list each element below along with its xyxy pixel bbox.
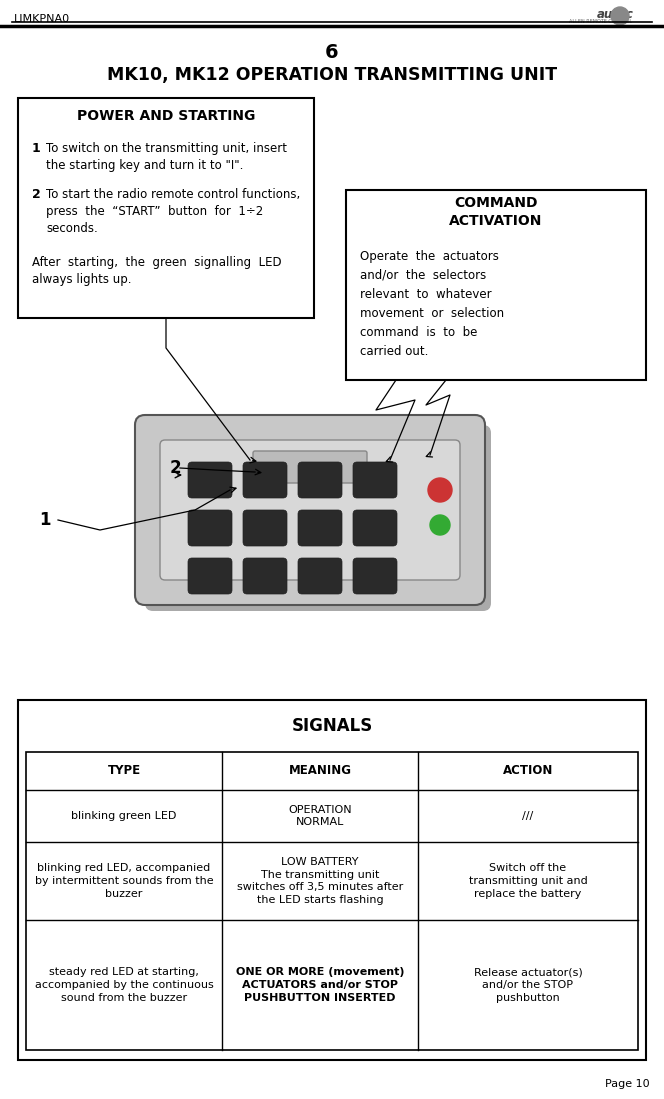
Text: relevant  to  whatever: relevant to whatever [360,288,491,301]
Text: carried out.: carried out. [360,345,428,358]
Bar [346,190,646,380]
Circle shape [611,7,629,25]
Text: LIMKPNA0: LIMKPNA0 [14,14,70,24]
Text: autec: autec [597,8,634,21]
FancyBboxPatch shape [160,440,460,580]
Text: OPERATION
NORMAL: OPERATION NORMAL [288,804,352,828]
Text: 2: 2 [169,459,181,477]
Text: To start the radio remote control functions,
press  the  “START”  button  for  1: To start the radio remote control functi… [46,188,300,235]
FancyBboxPatch shape [298,462,342,498]
Text: ALLEN REMOTE CONTROL: ALLEN REMOTE CONTROL [569,19,632,24]
FancyBboxPatch shape [135,415,485,606]
FancyBboxPatch shape [243,558,287,593]
FancyBboxPatch shape [188,558,232,593]
Text: movement  or  selection: movement or selection [360,307,504,320]
Text: To switch on the transmitting unit, insert
the starting key and turn it to "I".: To switch on the transmitting unit, inse… [46,142,287,173]
FancyBboxPatch shape [253,451,367,482]
Text: LOW BATTERY
The transmitting unit
switches off 3,5 minutes after
the LED starts : LOW BATTERY The transmitting unit switch… [237,857,403,906]
Text: blinking red LED, accompanied
by intermittent sounds from the
buzzer: blinking red LED, accompanied by intermi… [35,863,213,899]
FancyBboxPatch shape [188,462,232,498]
Bar [26,752,638,1050]
Bar [18,98,314,318]
Text: TYPE: TYPE [108,765,141,777]
Text: POWER AND STARTING: POWER AND STARTING [77,109,255,123]
Text: ONE OR MORE (movement)
ACTUATORS and/or STOP
PUSHBUTTON INSERTED: ONE OR MORE (movement) ACTUATORS and/or … [236,967,404,1002]
FancyBboxPatch shape [145,425,491,611]
Text: Operate  the  actuators: Operate the actuators [360,249,499,263]
FancyBboxPatch shape [298,558,342,593]
FancyBboxPatch shape [353,558,397,593]
Text: ACTION: ACTION [503,765,553,777]
Text: command  is  to  be: command is to be [360,326,477,338]
Text: SIGNALS: SIGNALS [291,717,373,735]
Text: 1: 1 [39,511,50,529]
FancyBboxPatch shape [243,462,287,498]
Circle shape [430,515,450,535]
Text: 2: 2 [32,188,41,201]
Bar [18,700,646,1061]
Text: MK10, MK12 OPERATION TRANSMITTING UNIT: MK10, MK12 OPERATION TRANSMITTING UNIT [107,66,557,84]
Text: 1: 1 [32,142,41,155]
Text: COMMAND
ACTIVATION: COMMAND ACTIVATION [450,197,542,227]
Text: After  starting,  the  green  signalling  LED
always lights up.: After starting, the green signalling LED… [32,256,282,286]
Text: Release actuator(s)
and/or the STOP
pushbutton: Release actuator(s) and/or the STOP push… [473,967,582,1002]
FancyBboxPatch shape [188,510,232,546]
Text: blinking green LED: blinking green LED [71,811,177,821]
FancyBboxPatch shape [243,510,287,546]
Text: ///: /// [523,811,534,821]
FancyBboxPatch shape [353,510,397,546]
Text: Switch off the
transmitting unit and
replace the battery: Switch off the transmitting unit and rep… [469,863,588,899]
Text: MEANING: MEANING [288,765,351,777]
FancyBboxPatch shape [298,510,342,546]
Text: Page 10: Page 10 [606,1079,650,1089]
Text: and/or  the  selectors: and/or the selectors [360,269,486,282]
FancyBboxPatch shape [353,462,397,498]
Circle shape [428,478,452,502]
Text: 6: 6 [325,43,339,62]
Text: steady red LED at starting,
accompanied by the continuous
sound from the buzzer: steady red LED at starting, accompanied … [35,967,213,1002]
